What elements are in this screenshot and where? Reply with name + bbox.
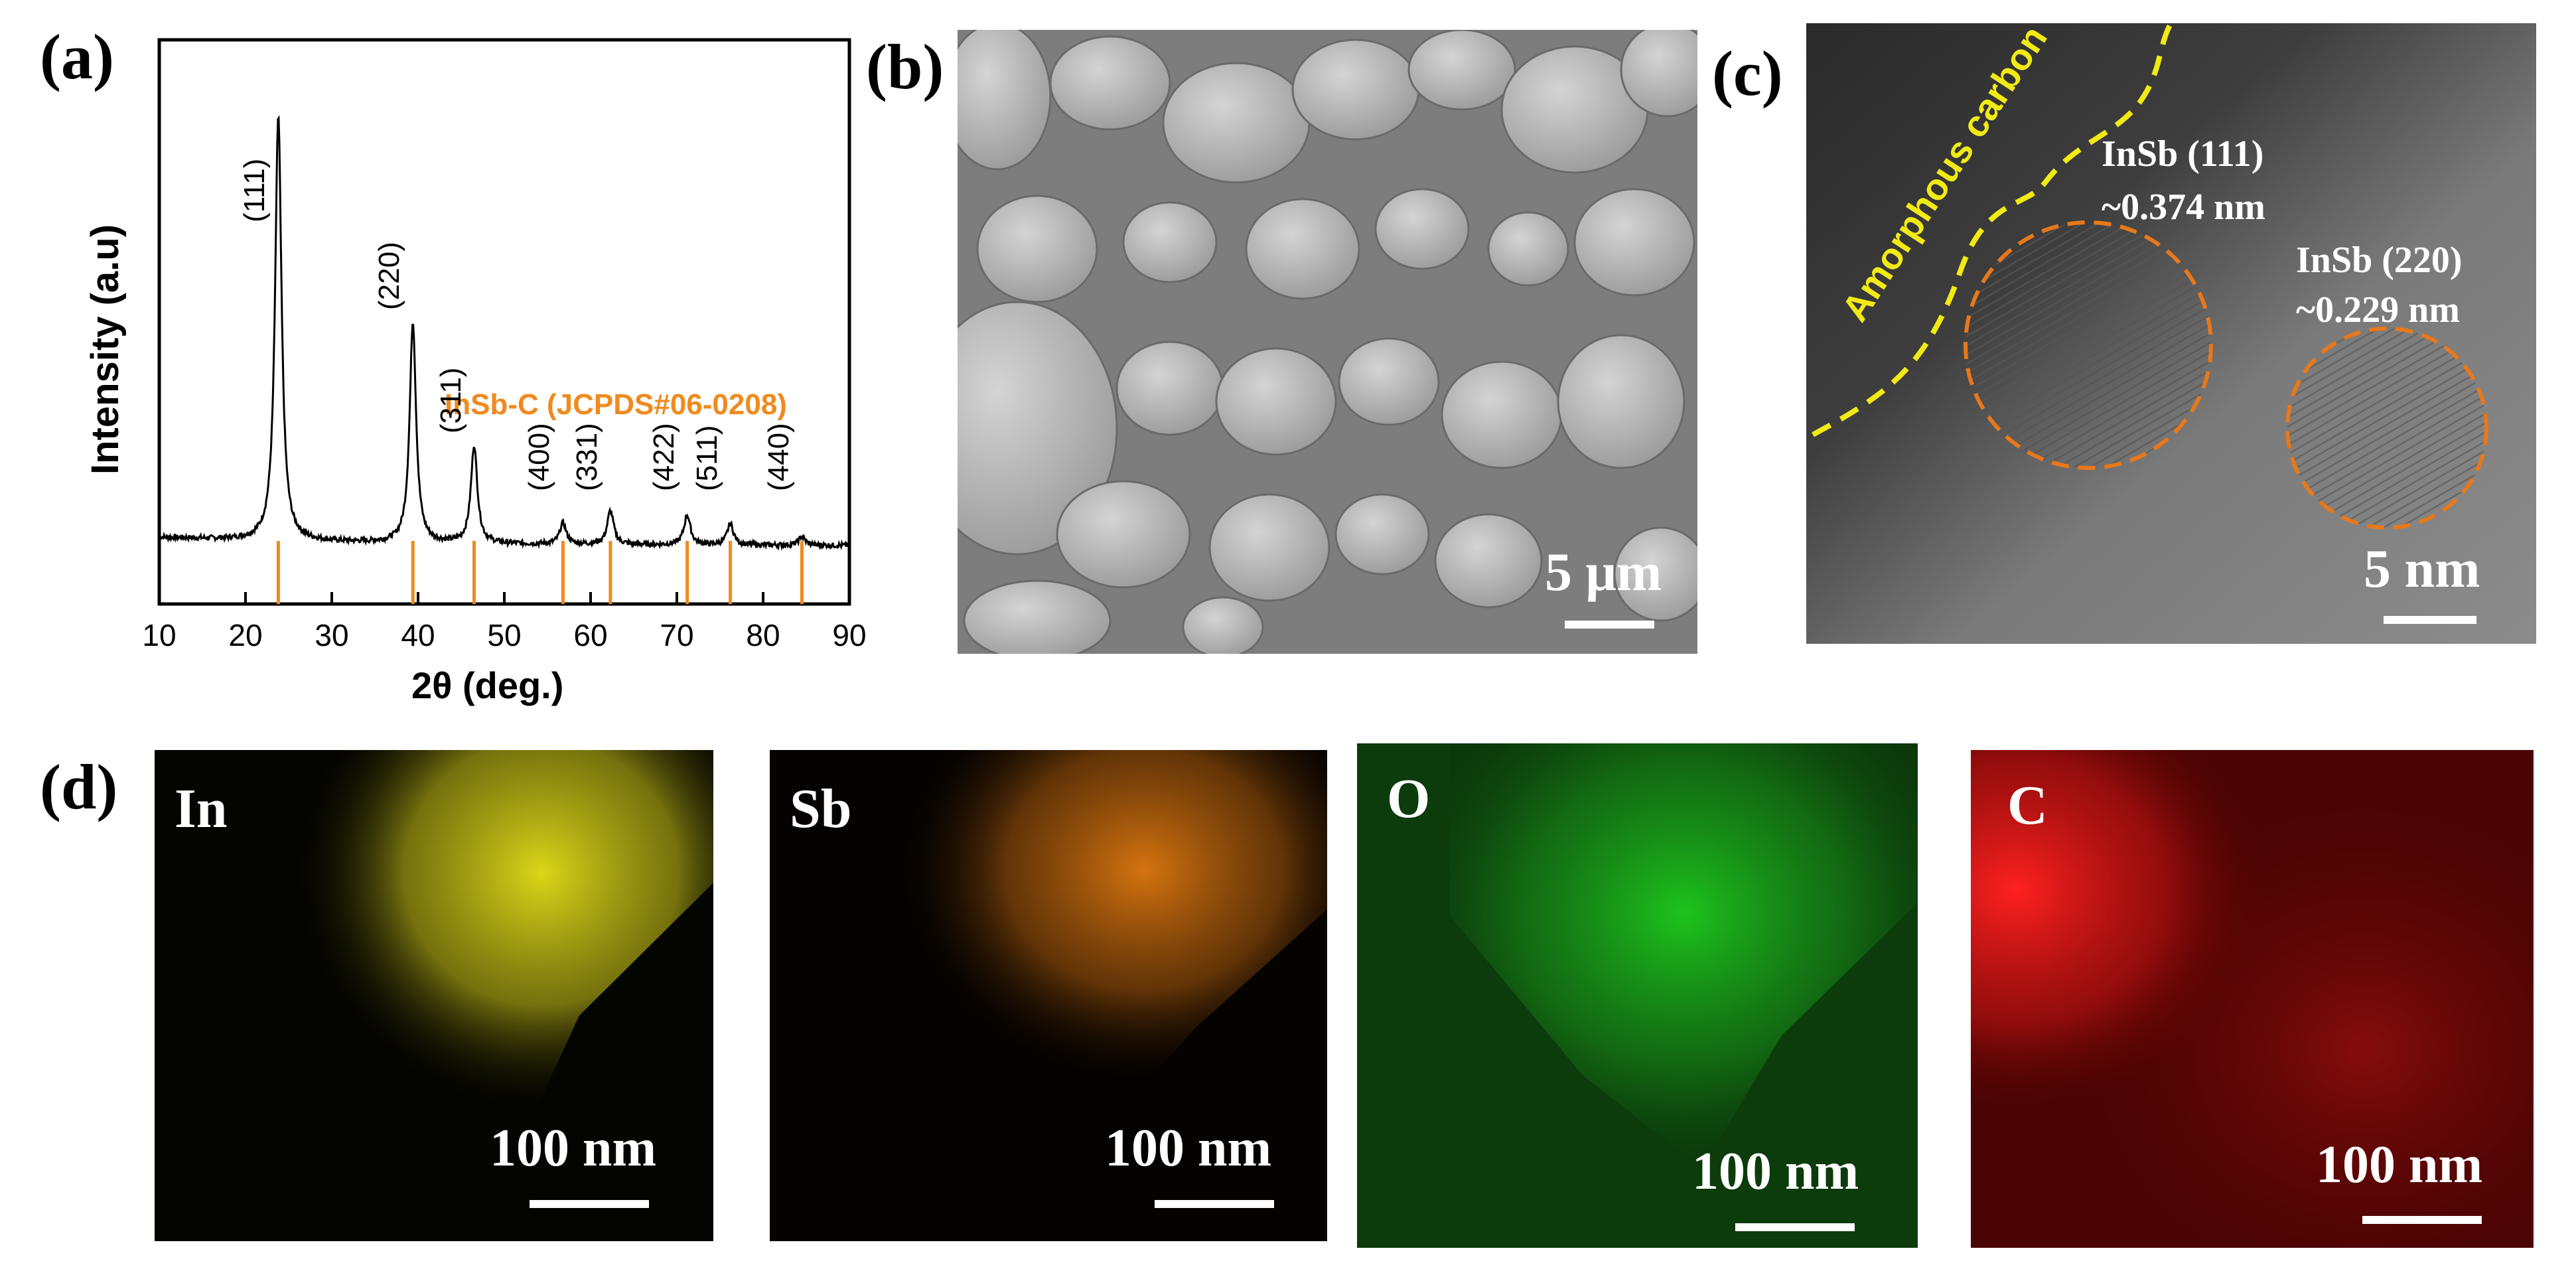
eds-c-element: C <box>2007 775 2048 836</box>
sem-scale-text: 5 μm <box>1545 542 1662 602</box>
insb-220-spacing: ~0.229 nm <box>2296 289 2460 331</box>
sem-image: 5 μm <box>958 30 1697 654</box>
eds-o-scale-bar <box>1735 1223 1855 1231</box>
peak-label: (311) <box>434 367 467 433</box>
x-tick-label: 90 <box>832 618 867 652</box>
eds-in-element: In <box>175 778 228 840</box>
panel-label-b: (b) <box>866 31 944 102</box>
panel-label-d: (d) <box>40 751 118 822</box>
peak-label: (440) <box>762 423 795 491</box>
peak-label: (422) <box>647 423 680 491</box>
peak-label: (331) <box>570 423 603 491</box>
peak-label: (511) <box>690 425 723 491</box>
eds-map-c: C 100 nm <box>1971 750 2534 1248</box>
insb-220-circle <box>2285 327 2488 530</box>
eds-map-in: In 100 nm <box>155 750 713 1241</box>
eds-sb-scale: 100 nm <box>1105 1119 1272 1177</box>
amorphous-boundary <box>1812 23 2175 437</box>
reference-label: InSb-C (JCPDS#06-0208) <box>445 388 787 421</box>
peak-label: (111) <box>238 158 271 222</box>
eds-c-scale: 100 nm <box>2316 1136 2483 1194</box>
insb-111-circle <box>1964 220 2213 470</box>
eds-in-scale: 100 nm <box>490 1119 657 1177</box>
eds-map-sb: Sb 100 nm <box>770 750 1327 1241</box>
xrd-chart: Intensity (a.u) 2θ (deg.) InSb-C (JCPDS#… <box>0 0 876 730</box>
sem-scale-bar <box>1565 621 1654 629</box>
eds-o-scale: 100 nm <box>1692 1142 1859 1201</box>
insb-220-label: InSb (220) <box>2296 240 2463 281</box>
eds-c-scale-bar <box>2362 1216 2482 1224</box>
x-tick-label: 40 <box>401 618 435 652</box>
eds-sb-element: Sb <box>790 778 852 840</box>
panel-label-c: (c) <box>1712 38 1783 109</box>
x-tick-label: 20 <box>228 618 263 652</box>
tem-scale-text: 5 nm <box>2364 538 2480 599</box>
x-tick-label: 60 <box>573 618 608 652</box>
xrd-curve <box>159 115 851 552</box>
peak-label: (400) <box>523 423 556 491</box>
x-tick-label: 70 <box>660 618 694 652</box>
peak-label: (220) <box>373 242 406 311</box>
x-tick-label: 10 <box>142 618 177 652</box>
tem-image: Amorphous carbon InSb (111) ~0.374 nm In… <box>1806 23 2536 644</box>
eds-sb-scale-bar <box>1155 1200 1274 1208</box>
x-tick-label: 50 <box>487 618 522 652</box>
y-axis-label: Intensity (a.u) <box>84 224 127 475</box>
insb-111-label: InSb (111) <box>2102 133 2264 175</box>
tem-scale-bar <box>2384 616 2476 624</box>
eds-o-element: O <box>1387 768 1431 830</box>
x-tick-label: 30 <box>315 618 349 652</box>
panel-label-a: (a) <box>40 21 114 92</box>
eds-map-o: O 100 nm <box>1357 743 1918 1248</box>
insb-111-spacing: ~0.374 nm <box>2102 187 2265 228</box>
x-tick-label: 80 <box>746 618 780 652</box>
x-axis-label: 2θ (deg.) <box>411 664 564 706</box>
eds-in-scale-bar <box>530 1200 649 1208</box>
